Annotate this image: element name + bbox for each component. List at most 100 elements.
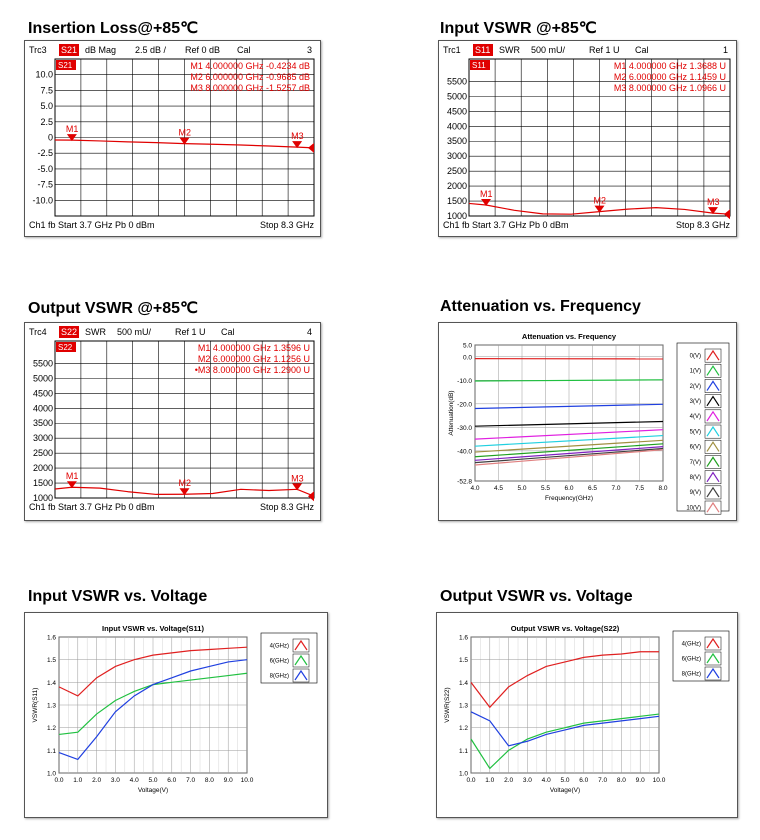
footer-stop: Stop 8.3 GHz xyxy=(260,220,315,230)
header-param-box xyxy=(59,44,79,56)
x-tick-label: 5.5 xyxy=(541,485,550,492)
legend-label: 8(GHz) xyxy=(270,673,289,679)
header-cal-label: Cal xyxy=(221,327,235,337)
series-line xyxy=(470,651,659,709)
marker-triangle xyxy=(179,137,190,145)
legend-swatch-box xyxy=(704,379,722,393)
header-format-label: dB Mag xyxy=(85,45,116,55)
header-param-box xyxy=(473,44,493,56)
series-line xyxy=(474,443,664,458)
series-line xyxy=(58,659,248,761)
y-tick-label: 2.5 xyxy=(40,117,53,127)
legend-swatch-box xyxy=(704,363,722,378)
attenuation-panel: Attenuation vs. Frequency 4.0 4.5 5.0 5.5 6.0… xyxy=(438,322,737,521)
trace-tag-label: S22 xyxy=(58,343,73,352)
chart-title-insertion-loss: Insertion Loss@+85℃ xyxy=(28,20,199,37)
series-line xyxy=(474,429,664,440)
series-line xyxy=(474,403,664,410)
marker-name: M1 xyxy=(66,124,79,134)
legend-swatch-line xyxy=(294,654,308,666)
header-ref-label: Ref 0 dB xyxy=(185,45,220,55)
x-tick-label: 9.0 xyxy=(636,777,645,784)
y-tick-label: 0.0 xyxy=(463,354,472,361)
y-tick-label: 5500 xyxy=(33,358,53,368)
series-line xyxy=(58,646,248,697)
y-tick-label: -40.0 xyxy=(457,448,472,455)
y-tick-label: 3500 xyxy=(447,136,467,146)
series-line xyxy=(474,379,664,382)
y-tick-label: 1.2 xyxy=(47,725,56,732)
legend-swatch-box xyxy=(292,638,310,653)
legend-label: 8(V) xyxy=(690,475,701,481)
x-tick-label: 6.0 xyxy=(167,777,176,784)
header-number: 1 xyxy=(723,45,728,55)
series-line xyxy=(474,420,664,427)
legend-label: 9(V) xyxy=(690,490,701,496)
plot-title: Output VSWR vs. Voltage(S22) xyxy=(511,624,620,633)
header-cal-label: Cal xyxy=(237,45,251,55)
series-line xyxy=(474,446,664,461)
ref-arrow xyxy=(724,209,730,220)
legend-swatch-box xyxy=(704,455,722,469)
marker-triangle xyxy=(66,481,77,489)
x-tick-label: 6.0 xyxy=(579,777,588,784)
input-vswr-voltage-panel: Input VSWR vs. Voltage(S11) 0.0 1.0 2.0 3.0 4… xyxy=(24,612,328,818)
x-tick-label: 8.0 xyxy=(617,777,626,784)
legend-swatch-line xyxy=(706,667,720,679)
marker-readout: M2 6.000000 GHz 1.1459 U xyxy=(614,72,726,82)
header-ref-label: Ref 1 U xyxy=(589,45,620,55)
y-tick-label: 5.0 xyxy=(463,343,472,350)
x-tick-label: 7.5 xyxy=(635,485,644,492)
x-tick-label: 1.0 xyxy=(73,777,82,784)
x-tick-label: 4.0 xyxy=(470,485,479,492)
y-tick-label: 1.3 xyxy=(459,703,468,710)
vna-panel-output-vswr: Trc4 S22 SWR 500 mU/Ref 1 U Cal 4 5500 5000 4500… xyxy=(24,322,321,521)
y-tick-label: 4000 xyxy=(33,403,53,413)
legend-swatch-line xyxy=(706,395,720,407)
y-tick-label: 2500 xyxy=(447,166,467,176)
legend-swatch-line xyxy=(294,669,308,681)
y-axis-label: VSWR(S22) xyxy=(444,687,451,722)
legend-swatch-line xyxy=(706,410,720,422)
legend-label: 6(V) xyxy=(690,445,701,451)
series-line xyxy=(474,449,664,466)
y-tick-label: 1.2 xyxy=(459,725,468,732)
marker-name: M2 xyxy=(179,478,192,488)
header-param-label: S22 xyxy=(61,327,77,337)
x-tick-label: 8.0 xyxy=(658,485,667,492)
header-trace-label: Trc4 xyxy=(29,327,47,337)
x-tick-label: 1.0 xyxy=(485,777,494,784)
footer-stop: Stop 8.3 GHz xyxy=(676,220,731,230)
header-scale-label: 500 mU/ xyxy=(531,45,566,55)
y-tick-label: -52.8 xyxy=(457,479,472,486)
legend-label: 4(V) xyxy=(690,414,701,420)
chart-title-input-vswr-voltage: Input VSWR vs. Voltage xyxy=(28,588,208,605)
legend-swatch-box xyxy=(704,666,722,681)
marker-triangle xyxy=(292,141,303,149)
y-tick-label: -30.0 xyxy=(457,425,472,432)
trace-tag-box xyxy=(56,342,76,352)
legend-swatch-line xyxy=(706,380,720,391)
marker-name: M3 xyxy=(291,473,304,483)
marker-readout: M2 6.000000 GHz 1.1256 U xyxy=(198,354,310,364)
output-vswr-voltage-plot: Output VSWR vs. Voltage(S22)0.0 1.0 2.0 3.0… xyxy=(444,624,730,794)
legend-swatch-box xyxy=(704,424,722,439)
x-tick-label: 10.0 xyxy=(241,777,254,784)
trace-tag-label: S21 xyxy=(58,61,73,70)
legend-swatch-line xyxy=(706,425,720,437)
series-line xyxy=(470,711,660,747)
series-line xyxy=(474,439,664,453)
header-number: 4 xyxy=(307,327,312,337)
marker-triangle xyxy=(594,205,605,213)
footer-start: Ch1 fb Start 3.7 GHz Pb 0 dBm xyxy=(443,220,569,230)
y-axis-label: Attenuation(dB) xyxy=(448,390,455,435)
y-tick-label: -2.5 xyxy=(37,148,53,158)
x-tick-label: 2.0 xyxy=(504,777,513,784)
y-tick-label: 5.0 xyxy=(40,101,53,111)
marker-readout: M3 8.000000 GHz -1.5257 dB xyxy=(190,83,310,93)
x-tick-label: 3.0 xyxy=(523,777,532,784)
vna-plot-s11: Trc1 S11 SWR 500 mU/Ref 1 U Cal 1 5500 5000 4500… xyxy=(443,44,731,230)
y-tick-label: 1500 xyxy=(447,196,467,206)
y-tick-label: 4500 xyxy=(447,106,467,116)
legend-label: 8(GHz) xyxy=(682,671,701,677)
